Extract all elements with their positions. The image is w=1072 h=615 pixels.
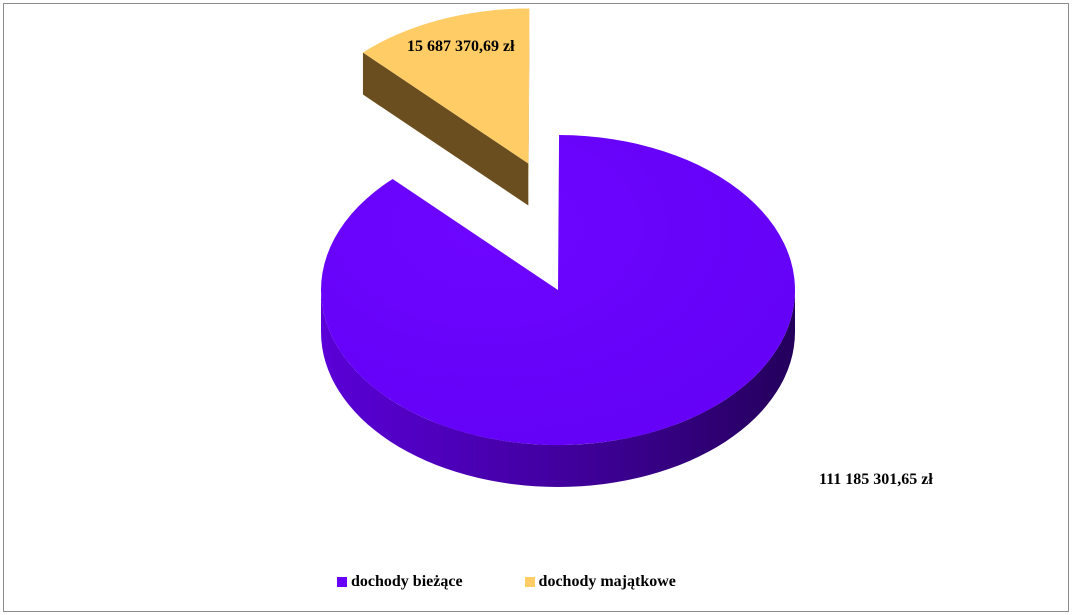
- slice-side-right-dochody-majatkowe: [528, 8, 530, 206]
- slice-side-left-dochody-majatkowe: [362, 52, 529, 206]
- legend-label-dochody-majatkowe: dochody majątkowe: [538, 573, 676, 590]
- data-label-dochody-biezace: 111 185 301,65 zł: [819, 471, 933, 488]
- legend-item-dochody-majatkowe: dochody majątkowe: [524, 573, 676, 591]
- slice-side-dochody-biezace: [321, 290, 795, 487]
- data-label-dochody-majatkowe: 15 687 370,69 zł: [407, 38, 515, 55]
- legend: dochody bieżące dochody majątkowe: [337, 573, 738, 591]
- legend-swatch-dochody-biezace: [337, 577, 347, 587]
- legend-item-dochody-biezace: dochody bieżące: [337, 573, 463, 591]
- slice-dochody-majatkowe: [362, 8, 530, 164]
- legend-swatch-dochody-majatkowe: [524, 577, 535, 587]
- slice-dochody-biezace: [320, 135, 795, 446]
- legend-label-dochody-biezace: dochody bieżące: [351, 573, 463, 590]
